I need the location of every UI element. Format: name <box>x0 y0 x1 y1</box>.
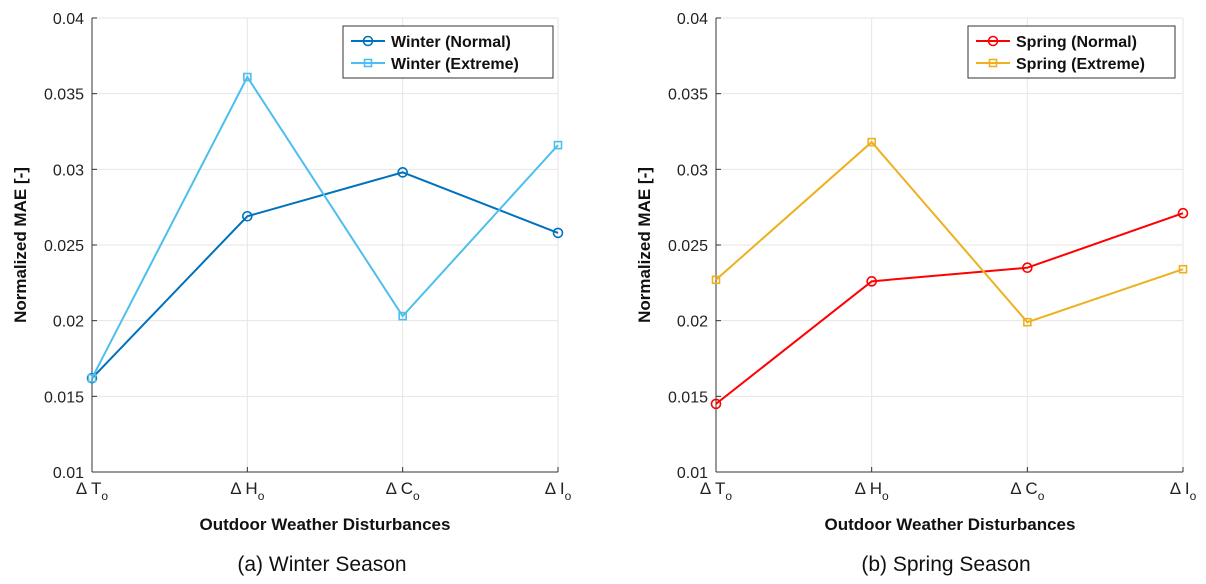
legend-marker <box>363 58 373 68</box>
y-tick-label: 0.01 <box>677 465 708 482</box>
data-point <box>867 137 876 147</box>
legend-marker <box>362 35 374 47</box>
x-tick-label: Δ Io <box>1170 479 1197 503</box>
data-point <box>1023 317 1032 327</box>
data-point <box>710 398 722 410</box>
data-point <box>398 311 407 321</box>
y-axis-label: Normalized MAE [-] <box>11 167 30 323</box>
legend-label: Spring (Extreme) <box>1016 56 1145 73</box>
y-tick-label: 0.03 <box>53 162 84 179</box>
y-tick-label: 0.015 <box>44 389 84 406</box>
data-point <box>397 167 408 178</box>
data-point <box>1178 264 1188 274</box>
x-tick-label: Δ Co <box>386 479 420 503</box>
data-point <box>1022 262 1033 274</box>
series-line <box>91 171 559 379</box>
data-point <box>866 276 877 287</box>
chart-caption: (b) Spring Season <box>861 553 1030 576</box>
y-tick-label: 0.03 <box>677 162 708 179</box>
x-tick-label: Δ Ho <box>855 479 889 503</box>
data-point <box>242 210 253 222</box>
series-line <box>91 75 559 379</box>
series-line <box>715 212 1184 405</box>
chart-panel-spring: 0.01 0.015 0.02 0.025 0.03 0.035 0.04 Δ To Δ Ho Δ… <box>635 11 1197 576</box>
series-line <box>715 140 1184 324</box>
legend-label: Winter (Normal) <box>391 34 511 51</box>
legend-box <box>342 25 554 79</box>
y-tick-label: 0.015 <box>668 389 708 406</box>
legend-marker <box>988 58 998 68</box>
data-point <box>711 275 721 285</box>
chart-panel-winter: 0.01 0.015 0.02 0.025 0.03 0.035 0.04 Δ To Δ Ho Δ… <box>11 11 572 576</box>
legend-label: Spring (Normal) <box>1016 34 1137 51</box>
data-point <box>86 372 98 384</box>
data-point <box>243 72 252 82</box>
y-tick-label: 0.02 <box>53 314 84 331</box>
x-axis-label: Outdoor Weather Disturbances <box>200 515 451 534</box>
legend-label: Winter (Extreme) <box>391 56 519 73</box>
y-tick-label: 0.025 <box>44 238 84 255</box>
y-tick-label: 0.04 <box>53 11 84 28</box>
data-point <box>1177 207 1189 219</box>
data-point <box>552 227 564 239</box>
x-tick-label: Δ Co <box>1010 479 1044 503</box>
y-tick-label: 0.025 <box>668 238 708 255</box>
x-tick-label: Δ To <box>700 479 733 503</box>
data-point <box>87 373 97 383</box>
legend-box <box>967 25 1176 79</box>
chart-caption: (a) Winter Season <box>237 553 406 576</box>
x-tick-label: Δ To <box>76 479 109 503</box>
legend-marker <box>987 35 999 47</box>
y-tick-label: 0.01 <box>53 465 84 482</box>
data-point <box>553 140 563 150</box>
y-tick-label: 0.04 <box>677 11 708 28</box>
x-axis-label: Outdoor Weather Disturbances <box>825 515 1076 534</box>
y-tick-label: 0.035 <box>44 87 84 104</box>
x-tick-label: Δ Io <box>545 479 572 503</box>
y-axis-label: Normalized MAE [-] <box>635 167 654 323</box>
x-tick-label: Δ Ho <box>230 479 264 503</box>
y-tick-label: 0.02 <box>677 314 708 331</box>
y-tick-label: 0.035 <box>668 87 708 104</box>
